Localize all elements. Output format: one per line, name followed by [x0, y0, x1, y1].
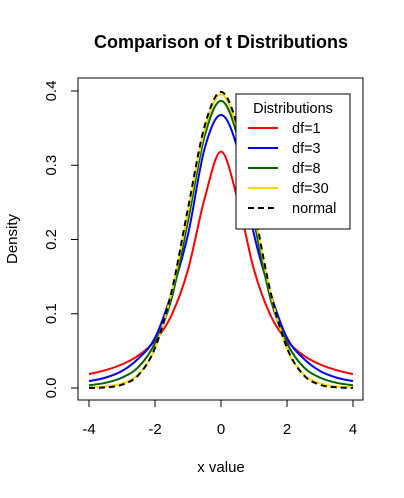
- y-tick-label: 0.3: [43, 155, 60, 176]
- legend-entry-label: df=3: [292, 141, 321, 157]
- y-tick-label: 0.4: [43, 81, 60, 102]
- y-axis: 0.0 0.1 0.2 0.3 0.4: [43, 81, 79, 399]
- series-line-normal: [88, 90, 354, 389]
- legend-entry-label: df=1: [292, 121, 321, 137]
- x-tick-label: 0: [217, 421, 225, 438]
- y-tick-label: 0.0: [43, 378, 60, 399]
- y-tick-label: 0.1: [43, 303, 60, 324]
- x-axis: -4 -2 0 2 4: [82, 399, 357, 438]
- series-line-df-1: [88, 150, 354, 376]
- chart-title: Comparison of t Distributions: [94, 32, 348, 52]
- series-line-df-3: [88, 114, 354, 383]
- legend-entry-label: df=30: [292, 181, 329, 197]
- legend-title: Distributions: [253, 101, 333, 117]
- legend-entry-label: normal: [292, 201, 336, 217]
- y-tick-label: 0.2: [43, 229, 60, 250]
- legend-items: df=1 df=3 df=8 df=30 normal: [248, 121, 336, 217]
- x-tick-label: -4: [82, 421, 95, 438]
- x-tick-label: -2: [148, 421, 161, 438]
- legend-box: [235, 93, 351, 230]
- legend-entry-label: df=8: [292, 161, 321, 177]
- x-tick-label: 2: [283, 421, 291, 438]
- series-lines: [88, 90, 354, 389]
- x-tick-label: 4: [349, 421, 357, 438]
- x-axis-label: x value: [197, 459, 245, 476]
- y-axis-label: Density: [4, 213, 21, 264]
- legend: Distributions df=1 df=3 df=8 df=30 normal: [235, 93, 351, 230]
- series-line-df-8: [88, 99, 354, 387]
